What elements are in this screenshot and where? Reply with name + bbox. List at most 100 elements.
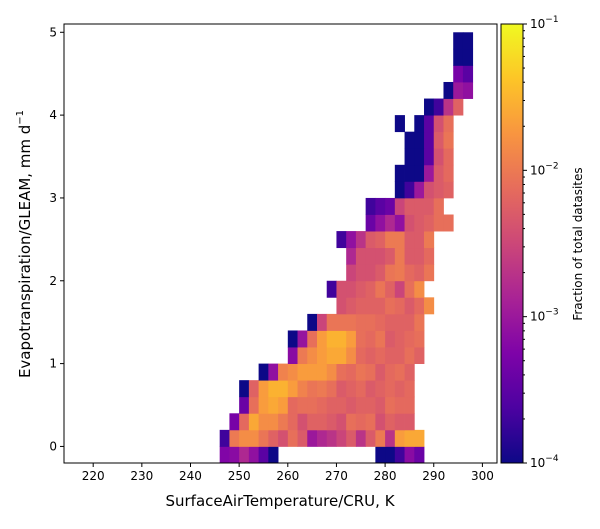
heatmap-cell (297, 380, 308, 398)
heatmap-cell (404, 148, 415, 166)
heatmap-cell (229, 446, 240, 464)
heatmap-cell (326, 280, 337, 298)
heatmap-cell (365, 247, 376, 265)
y-axis-label: Evapotranspiration/GLEAM, mm d−1 (15, 110, 34, 378)
heatmap-cell (394, 429, 405, 447)
heatmap-cell (404, 380, 415, 398)
heatmap-cell (394, 264, 405, 282)
y-tick-label: 2 (49, 274, 57, 288)
colorbar-ticks: 10−1 10−2 10−3 10−4 (523, 15, 559, 470)
heatmap-cell (365, 429, 376, 447)
heatmap-cell (414, 264, 425, 282)
heatmap-cell (375, 264, 386, 282)
heatmap-cell (385, 247, 396, 265)
heatmap-cell (346, 413, 357, 431)
heatmap-cell (404, 429, 415, 447)
y-tick-label: 4 (49, 108, 57, 122)
heatmap-cell (394, 231, 405, 249)
heatmap-cell (316, 363, 328, 381)
colorbar-tick-label: 10−2 (530, 161, 559, 177)
heatmap-cell (258, 446, 269, 464)
heatmap-cell (453, 65, 464, 83)
y-tick-label: 0 (49, 439, 57, 453)
heatmap-cell (268, 446, 279, 464)
heatmap-cell (375, 197, 386, 215)
heatmap-cell (375, 214, 386, 232)
heatmap-cell (365, 297, 376, 315)
heatmap-cell (258, 429, 269, 447)
heatmap-cell (385, 231, 396, 249)
heatmap-cell (336, 231, 347, 249)
heatmap-cell (433, 181, 444, 199)
x-tick-label: 220 (82, 469, 105, 483)
heatmap-cell (385, 280, 396, 298)
heatmap-cell (404, 214, 415, 232)
heatmap-cell (268, 413, 279, 431)
heatmap-cell (433, 98, 444, 116)
x-tick-label: 250 (228, 469, 251, 483)
x-axis-label: SurfaceAirTemperature/CRU, K (165, 492, 395, 510)
heatmap-cell (336, 380, 347, 398)
heatmap-cell (375, 231, 386, 249)
heatmap-cell (258, 396, 269, 414)
heatmap-cell (414, 148, 425, 166)
heatmap-cell (307, 313, 318, 331)
heatmap-cell (346, 363, 357, 381)
heatmap-cell (278, 363, 289, 381)
heatmap-cell (336, 396, 347, 414)
heatmap-cell (365, 396, 376, 414)
heatmap-cell (355, 280, 367, 298)
heatmap-cell (258, 380, 269, 398)
heatmap-cell (414, 164, 425, 182)
heatmap-cell (404, 363, 415, 381)
heatmap-cell (443, 98, 454, 116)
heatmap-cell (385, 429, 396, 447)
heatmap-cell (268, 380, 279, 398)
heatmap-cell (443, 164, 454, 182)
heatmap-cell (278, 429, 289, 447)
heatmap-cell (307, 380, 318, 398)
heatmap-cell (365, 280, 376, 298)
y-tick-label: 1 (49, 357, 57, 371)
heatmap-cell (404, 347, 415, 365)
heatmap-cell (229, 429, 240, 447)
heatmap-cell (355, 231, 367, 249)
colorbar-label: Fraction of total datasites (571, 167, 585, 320)
heatmap-cell (336, 429, 347, 447)
x-tick-label: 230 (130, 469, 153, 483)
heatmap-cell (394, 164, 405, 182)
heatmap-cell (365, 330, 376, 348)
heatmap-cell (404, 280, 415, 298)
colorbar-tick-label: 10−4 (530, 454, 559, 470)
heatmap-cell (297, 429, 308, 447)
heatmap-cell (404, 197, 415, 215)
x-tick-label: 280 (374, 469, 397, 483)
heatmap-cell (433, 131, 444, 149)
x-tick-label: 300 (471, 469, 494, 483)
heatmap-cell (385, 197, 396, 215)
heatmap-cell (414, 280, 425, 298)
heatmap-cell (375, 247, 386, 265)
heatmap-cell (307, 413, 318, 431)
heatmap-cell (443, 131, 454, 149)
heatmap-cell (375, 429, 386, 447)
heatmap-cell (287, 363, 298, 381)
heatmap-cell (433, 197, 444, 215)
heatmap-cell (385, 380, 396, 398)
heatmap-cell (375, 280, 386, 298)
heatmap-cell (404, 247, 415, 265)
heatmap-cell (394, 181, 405, 199)
heatmap-cell (443, 181, 454, 199)
heatmap-cell (336, 413, 347, 431)
heatmap-cell (433, 164, 444, 182)
heatmap-cell (268, 363, 279, 381)
heatmap-cell (375, 297, 386, 315)
heatmap-cell (375, 413, 386, 431)
heatmap-cell (394, 330, 405, 348)
heatmap-cell (287, 330, 298, 348)
heatmap-cell (346, 396, 357, 414)
heatmap-cell (433, 214, 444, 232)
heatmap-cell (424, 181, 435, 199)
heatmap-cell (424, 131, 435, 149)
